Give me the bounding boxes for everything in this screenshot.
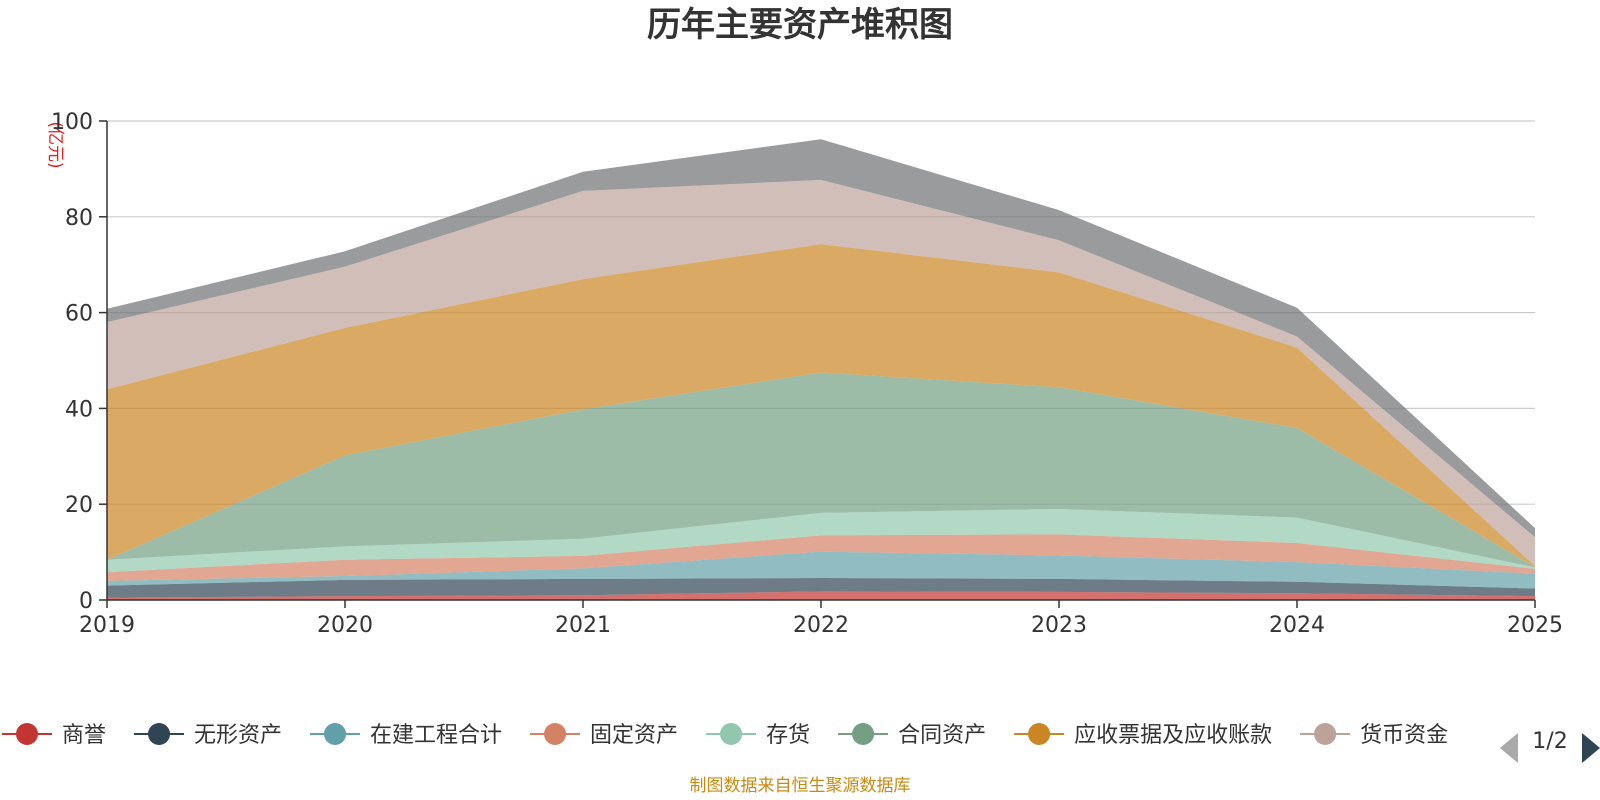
- legend-circle-icon: [852, 723, 875, 745]
- triangle-right-icon[interactable]: [1582, 733, 1600, 763]
- legend-circle-icon: [16, 723, 38, 745]
- y-tick-label: 40: [65, 397, 93, 422]
- legend-item-2[interactable]: 在建工程合计: [310, 723, 502, 748]
- stacked-areas: [107, 139, 1535, 600]
- legend-pager: 1/2: [1500, 729, 1600, 763]
- x-tick-label: 2023: [1031, 613, 1087, 638]
- area-series-2: [107, 551, 1535, 589]
- legend-item-4[interactable]: 存货: [706, 723, 810, 748]
- x-tick-label: 2019: [79, 613, 135, 638]
- y-tick-label: 80: [65, 206, 93, 231]
- legend-item-3[interactable]: 固定资产: [530, 723, 678, 748]
- legend-label: 应收票据及应收账款: [1074, 723, 1272, 748]
- legend-label: 无形资产: [194, 723, 282, 748]
- legend-circle-icon: [1314, 723, 1337, 745]
- x-tick-label: 2024: [1269, 613, 1325, 638]
- y-axis-unit-label: (亿元): [45, 121, 65, 168]
- area-series-5: [107, 372, 1535, 568]
- y-tick-label: 60: [65, 302, 93, 327]
- legend-circle-icon: [720, 723, 743, 745]
- legend-page-indicator: 1/2: [1532, 729, 1567, 754]
- legend-item-5[interactable]: 合同资产: [838, 723, 986, 748]
- legend-label: 在建工程合计: [370, 723, 502, 748]
- area-series-6: [107, 244, 1535, 567]
- area-series-4: [107, 508, 1535, 573]
- axes: 0 20 40 60 80 100 2019 2020 2021 2022 2023 2024 2025: [51, 110, 1563, 638]
- legend-circle-icon: [544, 723, 567, 745]
- legend-circle-icon: [324, 723, 347, 745]
- y-tick-label: 20: [65, 493, 93, 518]
- legend-item-6[interactable]: 应收票据及应收账款: [1014, 723, 1272, 748]
- y-tick-label: 100: [51, 110, 93, 135]
- x-tick-label: 2020: [317, 613, 373, 638]
- x-tick-label: 2022: [793, 613, 849, 638]
- legend-circle-icon: [1028, 723, 1051, 745]
- legend-item-7[interactable]: 货币资金: [1300, 723, 1448, 748]
- triangle-left-icon[interactable]: [1500, 733, 1518, 763]
- area-series-0: [107, 591, 1535, 600]
- legend-label: 固定资产: [590, 723, 678, 748]
- legend-label: 商誉: [62, 723, 106, 748]
- legend-label: 合同资产: [898, 723, 986, 748]
- x-tick-label: 2025: [1507, 613, 1563, 638]
- legend-label: 货币资金: [1360, 723, 1448, 748]
- source-note: 制图数据来自恒生聚源数据库: [690, 776, 911, 796]
- area-series-7: [107, 179, 1535, 566]
- legend-circle-icon: [148, 723, 171, 745]
- chart-title: 历年主要资产堆积图: [647, 5, 953, 45]
- legend-label: 存货: [766, 723, 810, 748]
- area-series-1: [107, 577, 1535, 598]
- legend-item-1[interactable]: 无形资产: [134, 723, 282, 748]
- x-tick-label: 2021: [555, 613, 611, 638]
- legend: 商誉 无形资产 在建工程合计 固定资产 存货 合同资产 应收票据及应收账款 货币资金: [2, 723, 1448, 748]
- area-series-3: [107, 534, 1535, 581]
- y-tick-label: 0: [79, 589, 93, 614]
- legend-item-0[interactable]: 商誉: [2, 723, 106, 748]
